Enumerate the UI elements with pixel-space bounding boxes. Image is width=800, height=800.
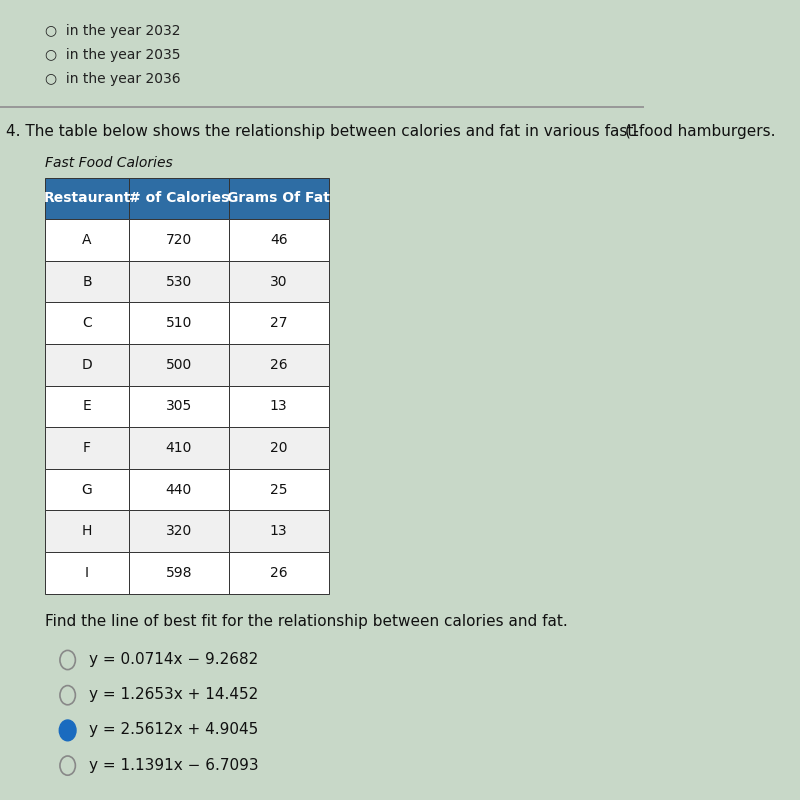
FancyBboxPatch shape bbox=[229, 469, 329, 510]
FancyBboxPatch shape bbox=[229, 344, 329, 386]
FancyBboxPatch shape bbox=[45, 552, 129, 594]
Text: 598: 598 bbox=[166, 566, 192, 580]
Circle shape bbox=[59, 720, 76, 741]
Text: ○  in the year 2032: ○ in the year 2032 bbox=[45, 24, 181, 38]
FancyBboxPatch shape bbox=[129, 302, 229, 344]
Text: 26: 26 bbox=[270, 566, 287, 580]
Text: Fast Food Calories: Fast Food Calories bbox=[45, 156, 173, 170]
FancyBboxPatch shape bbox=[229, 261, 329, 302]
FancyBboxPatch shape bbox=[45, 261, 129, 302]
Text: 20: 20 bbox=[270, 441, 287, 455]
Text: H: H bbox=[82, 524, 92, 538]
FancyBboxPatch shape bbox=[229, 178, 329, 219]
Text: 13: 13 bbox=[270, 399, 287, 414]
Text: 30: 30 bbox=[270, 274, 287, 289]
Text: C: C bbox=[82, 316, 92, 330]
FancyBboxPatch shape bbox=[45, 510, 129, 552]
Text: D: D bbox=[82, 358, 92, 372]
FancyBboxPatch shape bbox=[129, 261, 229, 302]
FancyBboxPatch shape bbox=[45, 427, 129, 469]
FancyBboxPatch shape bbox=[229, 427, 329, 469]
Text: 530: 530 bbox=[166, 274, 192, 289]
Text: ○  in the year 2036: ○ in the year 2036 bbox=[45, 72, 181, 86]
Text: # of Calories: # of Calories bbox=[129, 191, 229, 206]
Text: 500: 500 bbox=[166, 358, 192, 372]
FancyBboxPatch shape bbox=[229, 219, 329, 261]
Text: 25: 25 bbox=[270, 482, 287, 497]
FancyBboxPatch shape bbox=[129, 386, 229, 427]
FancyBboxPatch shape bbox=[229, 302, 329, 344]
FancyBboxPatch shape bbox=[229, 386, 329, 427]
Text: 4. The table below shows the relationship between calories and fat in various fa: 4. The table below shows the relationshi… bbox=[6, 124, 776, 139]
Text: Find the line of best fit for the relationship between calories and fat.: Find the line of best fit for the relati… bbox=[45, 614, 568, 629]
Text: y = 2.5612x + 4.9045: y = 2.5612x + 4.9045 bbox=[89, 722, 258, 738]
Text: G: G bbox=[82, 482, 92, 497]
Text: 510: 510 bbox=[166, 316, 192, 330]
Text: (1: (1 bbox=[625, 124, 641, 139]
Text: y = 1.2653x + 14.452: y = 1.2653x + 14.452 bbox=[89, 687, 258, 702]
FancyBboxPatch shape bbox=[45, 386, 129, 427]
Text: 27: 27 bbox=[270, 316, 287, 330]
FancyBboxPatch shape bbox=[45, 178, 129, 219]
FancyBboxPatch shape bbox=[129, 344, 229, 386]
FancyBboxPatch shape bbox=[129, 427, 229, 469]
FancyBboxPatch shape bbox=[229, 552, 329, 594]
Text: E: E bbox=[82, 399, 91, 414]
Text: 26: 26 bbox=[270, 358, 287, 372]
FancyBboxPatch shape bbox=[229, 510, 329, 552]
FancyBboxPatch shape bbox=[129, 178, 229, 219]
FancyBboxPatch shape bbox=[45, 219, 129, 261]
Text: 305: 305 bbox=[166, 399, 192, 414]
FancyBboxPatch shape bbox=[129, 469, 229, 510]
Text: I: I bbox=[85, 566, 89, 580]
Text: Grams Of Fat: Grams Of Fat bbox=[227, 191, 330, 206]
Text: y = 1.1391x − 6.7093: y = 1.1391x − 6.7093 bbox=[89, 758, 258, 773]
Text: F: F bbox=[83, 441, 91, 455]
FancyBboxPatch shape bbox=[129, 219, 229, 261]
Text: 13: 13 bbox=[270, 524, 287, 538]
FancyBboxPatch shape bbox=[129, 510, 229, 552]
Text: B: B bbox=[82, 274, 92, 289]
FancyBboxPatch shape bbox=[45, 302, 129, 344]
Text: ○  in the year 2035: ○ in the year 2035 bbox=[45, 48, 181, 62]
FancyBboxPatch shape bbox=[45, 469, 129, 510]
Text: y = 0.0714x − 9.2682: y = 0.0714x − 9.2682 bbox=[89, 652, 258, 667]
Text: 410: 410 bbox=[166, 441, 192, 455]
FancyBboxPatch shape bbox=[129, 552, 229, 594]
FancyBboxPatch shape bbox=[0, 106, 644, 108]
Text: 720: 720 bbox=[166, 233, 192, 247]
Text: 320: 320 bbox=[166, 524, 192, 538]
Text: A: A bbox=[82, 233, 92, 247]
Text: Restaurant: Restaurant bbox=[43, 191, 130, 206]
FancyBboxPatch shape bbox=[45, 344, 129, 386]
Text: 46: 46 bbox=[270, 233, 287, 247]
Text: 440: 440 bbox=[166, 482, 192, 497]
